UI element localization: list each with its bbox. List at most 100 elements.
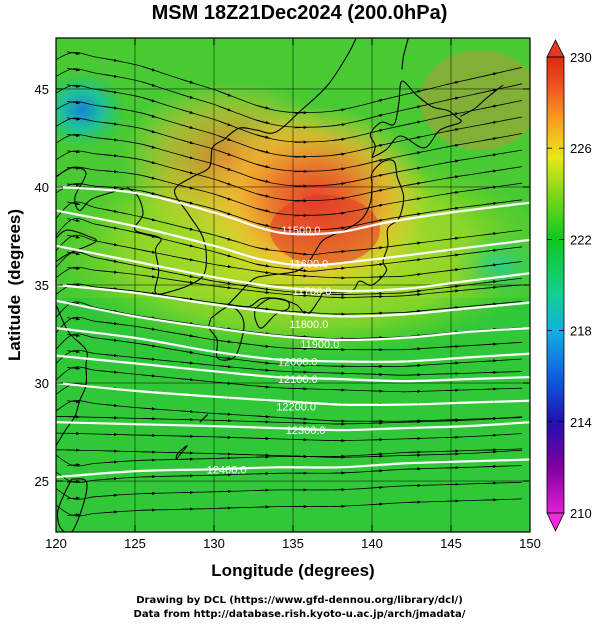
wind-arrow <box>408 166 422 171</box>
wind-arrow <box>484 88 498 93</box>
wind-arrow <box>218 150 232 156</box>
wind-arrow <box>484 137 498 141</box>
wind-arrow <box>294 269 308 273</box>
chart-title: MSM 18Z21Dec2024 (200.0hPa) <box>151 2 448 24</box>
wind-arrow <box>408 292 422 297</box>
wind-arrow <box>370 452 384 456</box>
wind-arrow <box>370 262 384 267</box>
wind-streamline <box>56 366 523 393</box>
wind-arrow <box>256 104 270 110</box>
wind-arrow <box>332 226 346 230</box>
wind-arrow <box>142 327 156 331</box>
coastline-hokkaido <box>369 80 462 159</box>
contour-12100 <box>56 354 530 383</box>
wind-arrow <box>484 280 498 284</box>
wind-arrow <box>104 170 119 174</box>
wind-arrow <box>256 290 270 294</box>
wind-arrow <box>370 502 384 506</box>
coastline-sakhalin <box>401 38 409 70</box>
wind-streamline <box>56 251 523 295</box>
wind-arrow <box>294 417 308 421</box>
wind-arrow <box>218 252 232 258</box>
wind-streamline <box>56 266 523 298</box>
wind-arrow <box>142 97 156 103</box>
wind-arrow <box>484 185 498 189</box>
wind-arrow <box>67 513 81 517</box>
wind-arrow <box>370 485 384 490</box>
wind-arrow <box>218 365 232 369</box>
contour-label: 12200.0 <box>276 402 316 414</box>
wind-arrow <box>66 234 81 239</box>
wind-arrow <box>104 309 119 313</box>
wind-streamline <box>56 68 523 128</box>
wind-arrow <box>484 359 498 363</box>
wind-arrow <box>180 297 194 301</box>
wind-arrow <box>446 175 460 179</box>
wind-arrow <box>218 286 232 290</box>
wind-arrow <box>180 139 194 145</box>
wind-arrow <box>66 218 81 222</box>
wind-arrow <box>294 199 308 203</box>
colorbar-ticks: 210 214 218 222 226 230 <box>547 50 592 521</box>
wind-arrow <box>484 248 498 252</box>
wind-arrow <box>104 493 119 497</box>
contour-11800 <box>56 283 530 318</box>
wind-arrow <box>484 433 498 437</box>
wind-streamline <box>56 84 523 143</box>
wind-arrow <box>408 151 422 156</box>
wind-arrow <box>294 125 308 130</box>
wind-arrow <box>408 120 422 125</box>
wind-arrow <box>408 90 422 95</box>
wind-arrow <box>332 211 346 215</box>
wind-arrow <box>66 84 81 88</box>
wind-streamline <box>56 498 523 517</box>
wind-arrow <box>408 212 422 216</box>
credit-data: Data from http://database.rish.kyoto-u.a… <box>133 609 466 620</box>
wind-arrow <box>104 270 119 274</box>
wind-arrow <box>446 253 460 257</box>
wind-arrow <box>294 140 308 144</box>
wind-streamline <box>56 150 523 202</box>
x-tick-label: 125 <box>124 536 146 551</box>
wind-arrow <box>484 285 498 290</box>
wind-arrow <box>446 206 460 210</box>
wind-arrow <box>446 190 460 195</box>
wind-arrow <box>180 350 194 354</box>
wind-arrow <box>256 415 270 419</box>
wind-arrow <box>370 246 384 250</box>
wind-arrow <box>142 343 156 348</box>
wind-streamline <box>56 449 523 458</box>
wind-arrow <box>218 120 232 127</box>
wind-arrow <box>256 134 270 139</box>
wind-arrow <box>408 258 422 262</box>
wind-arrow <box>294 213 308 218</box>
wind-arrow <box>142 112 156 118</box>
colorbar: 210 214 218 222 226 230 <box>546 39 592 532</box>
wind-arrow <box>256 178 270 183</box>
wind-arrow <box>67 463 81 467</box>
wind-arrow <box>256 344 270 348</box>
wind-arrow <box>67 150 81 154</box>
colorbar-tick-label: 222 <box>570 232 592 247</box>
wind-arrow <box>294 169 308 174</box>
wind-arrow <box>104 370 119 374</box>
colorbar-min-triangle <box>546 512 565 532</box>
wind-arrow <box>446 80 460 86</box>
wind-arrow <box>67 333 81 338</box>
contour-label: 12100.0 <box>278 374 318 386</box>
wind-arrow <box>294 155 308 159</box>
wind-arrow <box>104 510 119 514</box>
wind-arrow <box>332 167 346 171</box>
wind-arrow <box>294 252 308 256</box>
wind-arrow <box>256 307 270 311</box>
wind-arrow <box>67 317 81 321</box>
coastline-honshu <box>227 159 405 315</box>
wind-arrow <box>484 120 498 125</box>
wind-arrow <box>142 66 156 72</box>
x-tick-label: 145 <box>440 536 462 551</box>
x-tick-label: 140 <box>361 536 383 551</box>
colorbar-tick-label: 230 <box>570 50 592 65</box>
wind-arrow <box>332 266 346 270</box>
wind-arrow <box>294 228 308 232</box>
